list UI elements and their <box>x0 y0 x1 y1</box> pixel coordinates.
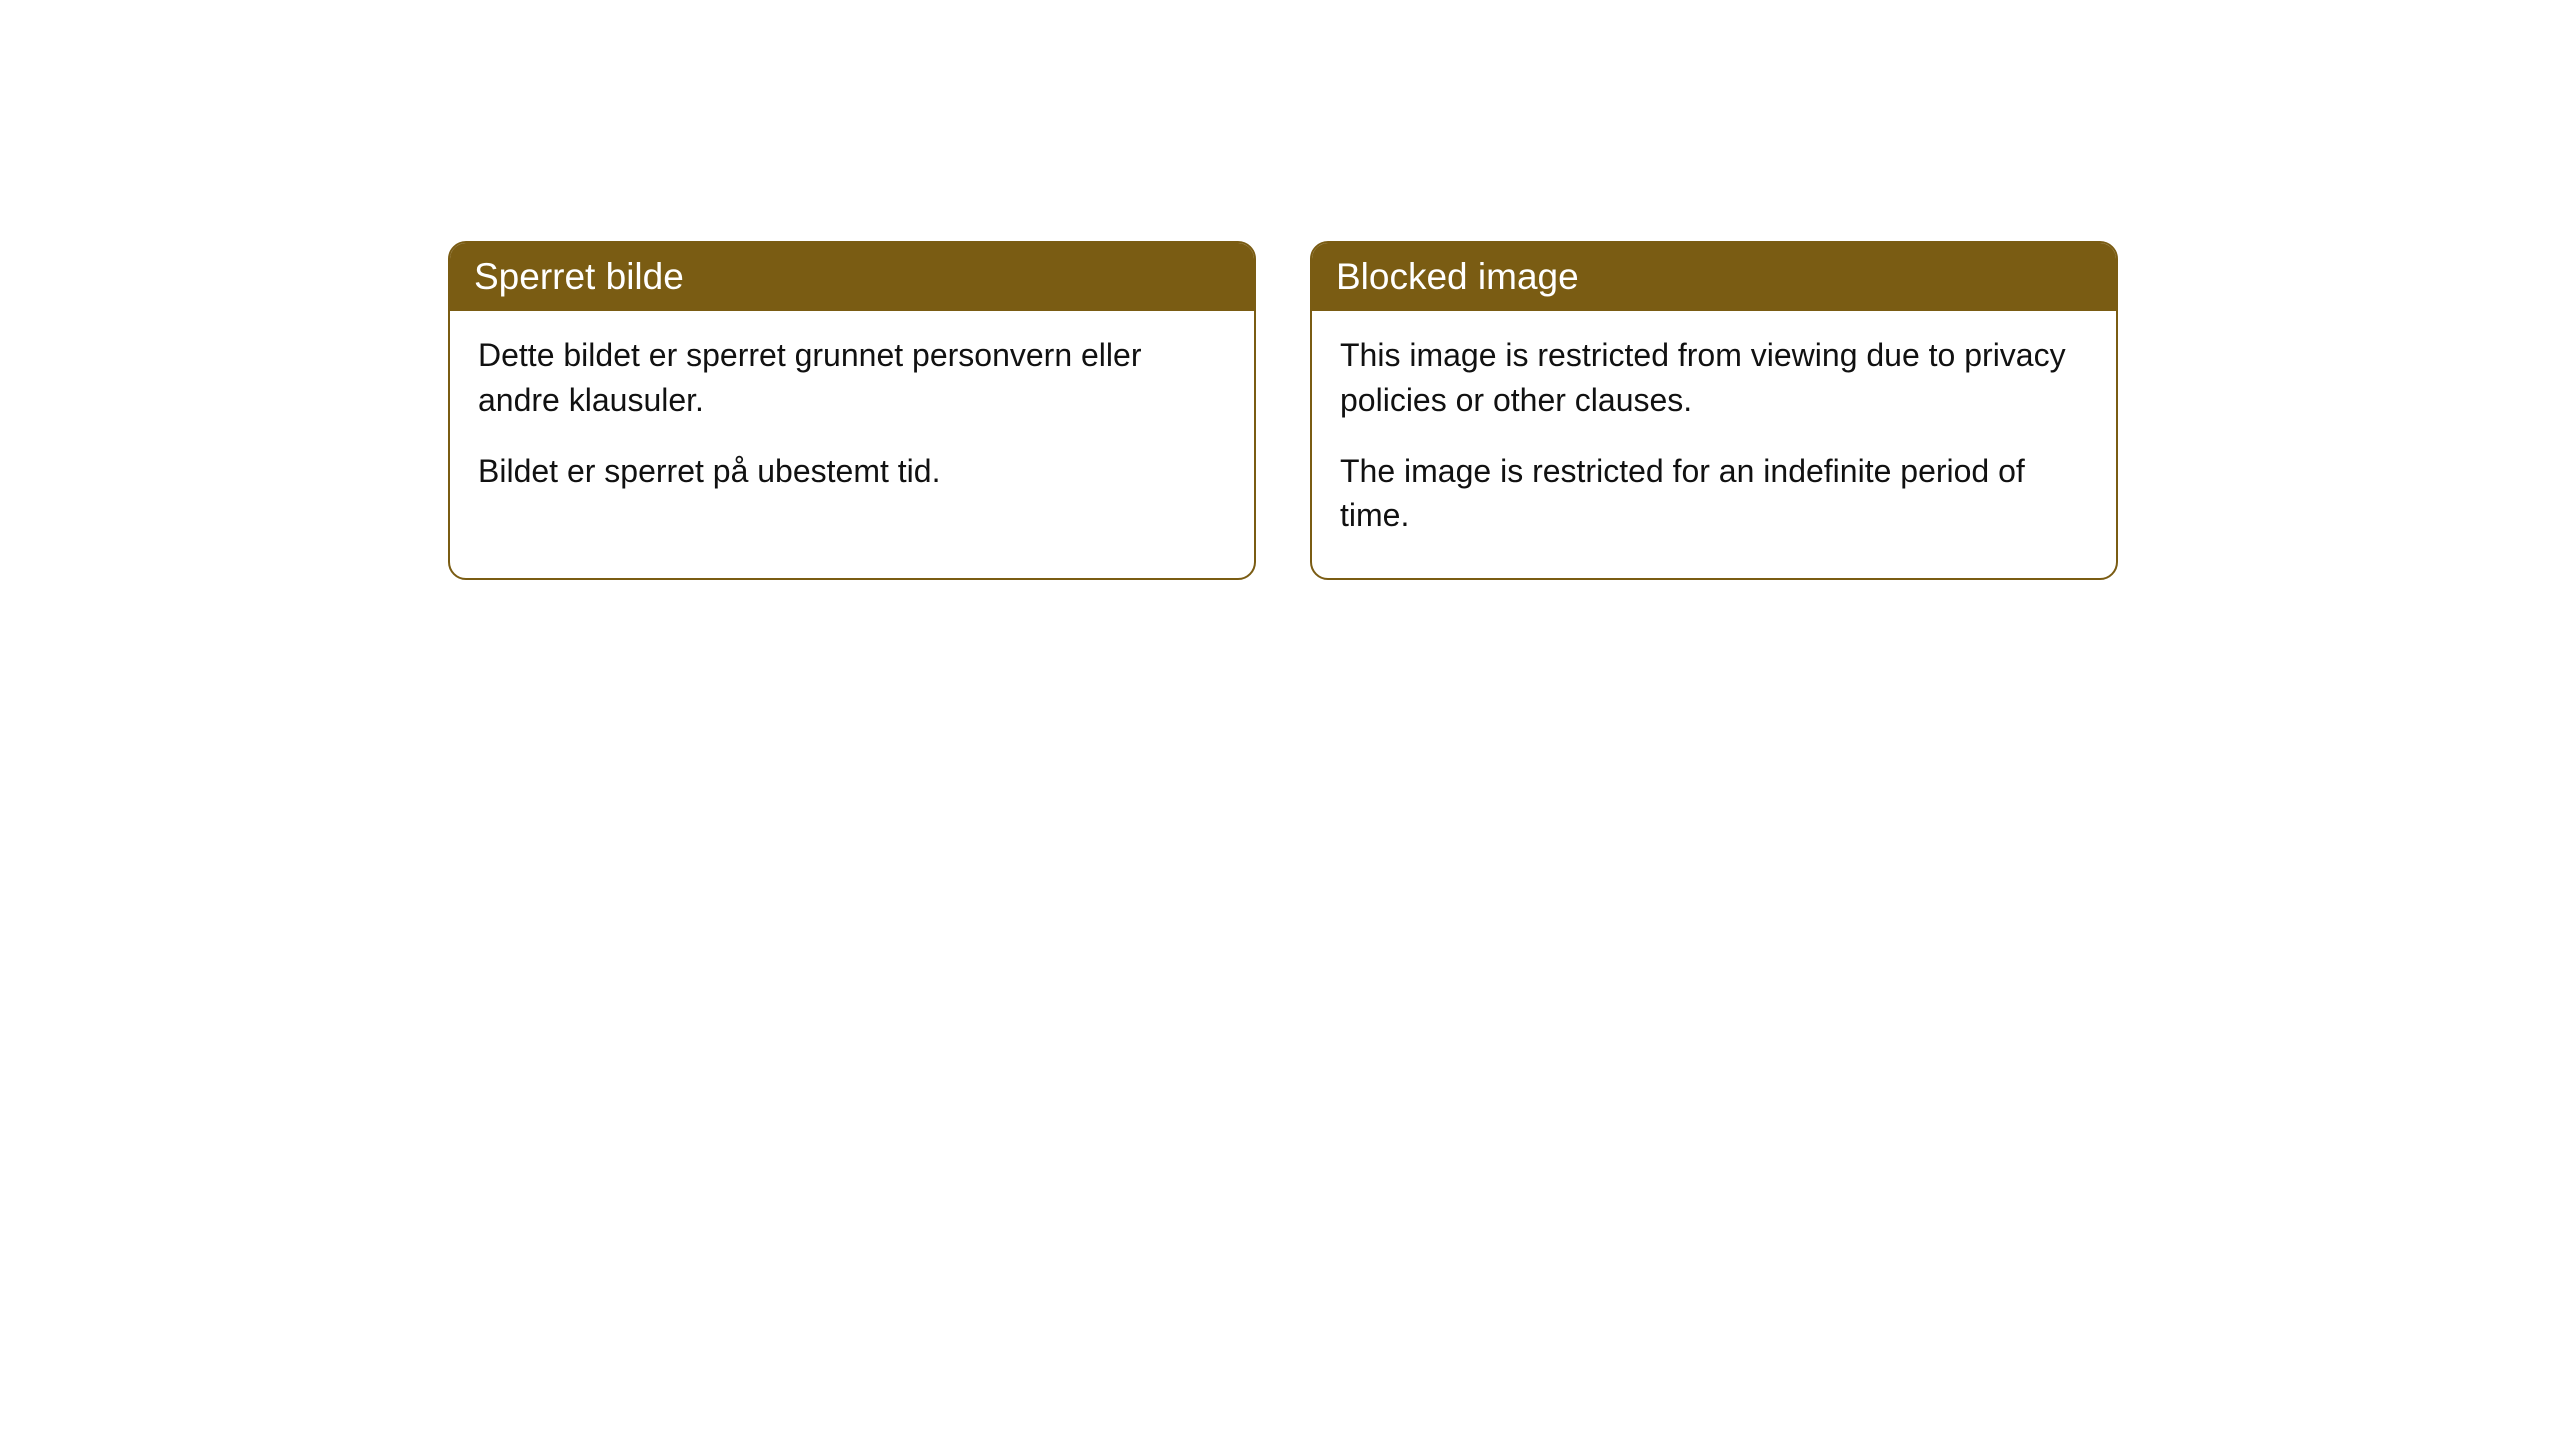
blocked-image-card-norwegian: Sperret bilde Dette bildet er sperret gr… <box>448 241 1256 580</box>
card-paragraph-english-2: The image is restricted for an indefinit… <box>1340 449 2088 539</box>
card-body-english: This image is restricted from viewing du… <box>1312 311 2116 578</box>
notice-cards-container: Sperret bilde Dette bildet er sperret gr… <box>448 241 2118 580</box>
blocked-image-card-english: Blocked image This image is restricted f… <box>1310 241 2118 580</box>
card-header-norwegian: Sperret bilde <box>450 243 1254 311</box>
card-paragraph-norwegian-2: Bildet er sperret på ubestemt tid. <box>478 449 1226 494</box>
card-paragraph-norwegian-1: Dette bildet er sperret grunnet personve… <box>478 333 1226 423</box>
card-paragraph-english-1: This image is restricted from viewing du… <box>1340 333 2088 423</box>
card-header-english: Blocked image <box>1312 243 2116 311</box>
card-body-norwegian: Dette bildet er sperret grunnet personve… <box>450 311 1254 533</box>
